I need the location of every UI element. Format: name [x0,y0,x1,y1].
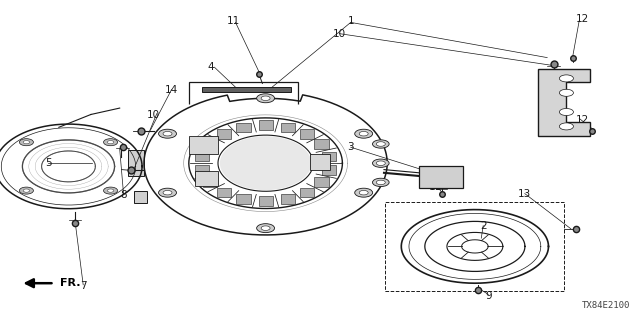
Bar [310,154,330,170]
Bar [195,165,209,175]
Circle shape [261,226,270,230]
Bar [189,136,218,154]
Circle shape [559,123,573,130]
Bar [259,120,273,130]
Bar [259,196,273,206]
Text: FR.: FR. [60,278,80,288]
Text: 7: 7 [80,281,86,292]
Bar [314,140,328,149]
Circle shape [376,142,385,146]
Bar [217,188,231,197]
Text: 2: 2 [480,220,486,231]
Bar [280,194,294,204]
Text: 11: 11 [227,16,240,26]
Circle shape [104,139,118,146]
Circle shape [108,140,114,144]
Bar [217,129,231,139]
Circle shape [559,89,573,96]
Text: 12: 12 [576,14,589,24]
Circle shape [163,132,172,136]
Circle shape [23,140,29,144]
Bar [322,165,336,175]
Circle shape [359,190,368,195]
Text: 10: 10 [147,110,160,120]
Text: 5: 5 [45,158,51,168]
Bar [322,152,336,161]
Text: 3: 3 [348,142,354,152]
Text: 9: 9 [485,291,492,301]
Text: 8: 8 [120,190,127,200]
Bar [203,177,217,187]
Circle shape [159,188,177,197]
Circle shape [372,178,389,187]
Text: 12: 12 [576,115,589,125]
Polygon shape [538,69,590,136]
Circle shape [359,132,368,136]
Circle shape [257,94,275,103]
Text: 13: 13 [518,188,531,199]
Circle shape [163,190,172,195]
Text: 6: 6 [559,116,565,127]
Bar [195,171,218,186]
Bar [314,177,328,187]
Bar [128,150,144,176]
Text: 10: 10 [333,28,346,39]
Circle shape [376,161,385,165]
Circle shape [19,139,33,146]
Ellipse shape [220,136,311,190]
Circle shape [257,224,275,233]
Circle shape [355,188,372,197]
Text: 1: 1 [348,16,354,26]
Circle shape [372,159,389,167]
Circle shape [159,129,177,138]
Bar [300,129,314,139]
Polygon shape [202,87,291,92]
Bar [280,123,294,132]
Bar [134,191,147,203]
Circle shape [108,189,114,192]
Circle shape [19,187,33,194]
Bar [237,194,251,204]
Bar [419,166,463,188]
Bar [195,152,209,161]
Bar [237,123,251,132]
Circle shape [559,108,573,116]
Bar [300,188,314,197]
Bar [385,202,564,291]
Circle shape [261,96,270,100]
Text: TX84E2100: TX84E2100 [582,301,630,310]
Circle shape [104,187,118,194]
Circle shape [372,140,389,148]
Circle shape [355,129,372,138]
Circle shape [23,189,29,192]
Text: 4: 4 [208,62,214,72]
Bar [203,140,217,149]
Circle shape [559,75,573,82]
Circle shape [376,180,385,185]
Text: 11: 11 [429,182,442,192]
Text: 14: 14 [165,84,178,95]
